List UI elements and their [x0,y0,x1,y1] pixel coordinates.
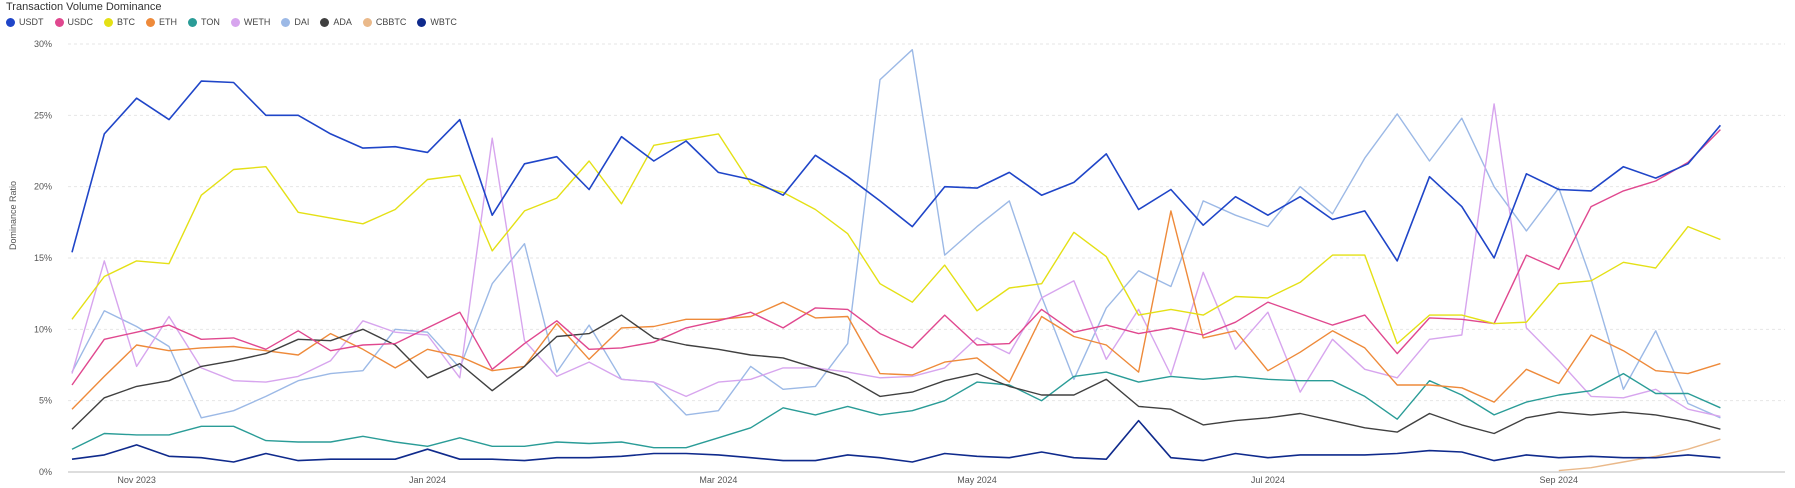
legend-label-wbtc: WBTC [430,17,457,27]
x-tick-label: Sep 2024 [1539,475,1578,485]
series-line-eth[interactable] [71,210,1721,410]
legend-swatch-ton [188,17,198,27]
legend-label-usdc: USDC [67,17,94,27]
legend-item-wbtc[interactable]: WBTC [417,17,457,27]
grid-lines [68,43,1785,473]
y-tick-label: 10% [34,324,52,334]
legend-label-cbbtc: CBBTC [375,17,407,27]
series-line-ada[interactable] [71,314,1721,435]
legend-swatch-cbbtc [362,17,372,27]
legend-item-dai[interactable]: DAI [281,17,309,27]
legend-item-ada[interactable]: ADA [320,17,352,27]
legend-swatch-ada [320,17,330,27]
legend-swatch-wbtc [417,17,427,27]
y-tick-label: 5% [39,396,52,406]
series-line-ton[interactable] [71,371,1721,450]
legend-swatch-usdc [54,17,64,27]
x-tick-label: Nov 2023 [117,475,156,485]
series-line-wbtc[interactable] [71,419,1721,463]
legend-item-cbbtc[interactable]: CBBTC [362,17,407,27]
legend-label-btc: BTC [117,17,136,27]
legend-swatch-weth [230,17,240,27]
legend: USDT USDC BTC ETH TON WETH DAI ADA CBBTC… [6,17,457,27]
legend-item-btc[interactable]: BTC [104,17,135,27]
series-line-btc[interactable] [71,133,1721,345]
y-tick-label: 15% [34,253,52,263]
legend-swatch-usdt [6,17,15,27]
y-tick-label: 25% [34,110,52,120]
series-line-usdt[interactable] [71,80,1722,262]
series-line-weth[interactable] [71,103,1721,418]
legend-label-eth: ETH [159,17,178,27]
chart-title: Transaction Volume Dominance [6,1,162,13]
legend-swatch-eth [146,17,156,27]
series-lines [71,49,1722,472]
y-tick-labels: 0% 5% 10% 15% 20% 25% 30% [34,39,52,477]
legend-item-weth[interactable]: WETH [230,17,271,27]
x-tick-label: Mar 2024 [699,475,737,485]
y-tick-label: 0% [39,467,52,477]
x-tick-label: May 2024 [957,475,997,485]
legend-item-eth[interactable]: ETH [146,17,177,27]
series-line-dai[interactable] [71,49,1721,419]
legend-swatch-dai [281,17,291,27]
legend-item-ton[interactable]: TON [188,17,220,27]
legend-label-ton: TON [201,17,220,27]
y-tick-label: 30% [34,39,52,49]
legend-label-ada: ADA [333,17,352,27]
x-tick-label: Jan 2024 [409,475,446,485]
legend-item-usdt[interactable]: USDT [6,17,44,27]
legend-label-weth: WETH [243,17,271,27]
series-line-cbbtc[interactable] [1558,438,1721,472]
legend-label-dai: DAI [294,17,310,27]
x-tick-label: Jul 2024 [1251,475,1285,485]
legend-label-usdt: USDT [19,17,44,27]
legend-swatch-btc [104,17,114,27]
legend-item-usdc[interactable]: USDC [54,17,94,27]
x-tick-labels: Nov 2023 Jan 2024 Mar 2024 May 2024 Jul 2024… [117,475,1578,485]
series-line-usdc[interactable] [71,129,1721,386]
y-tick-label: 20% [34,182,52,192]
